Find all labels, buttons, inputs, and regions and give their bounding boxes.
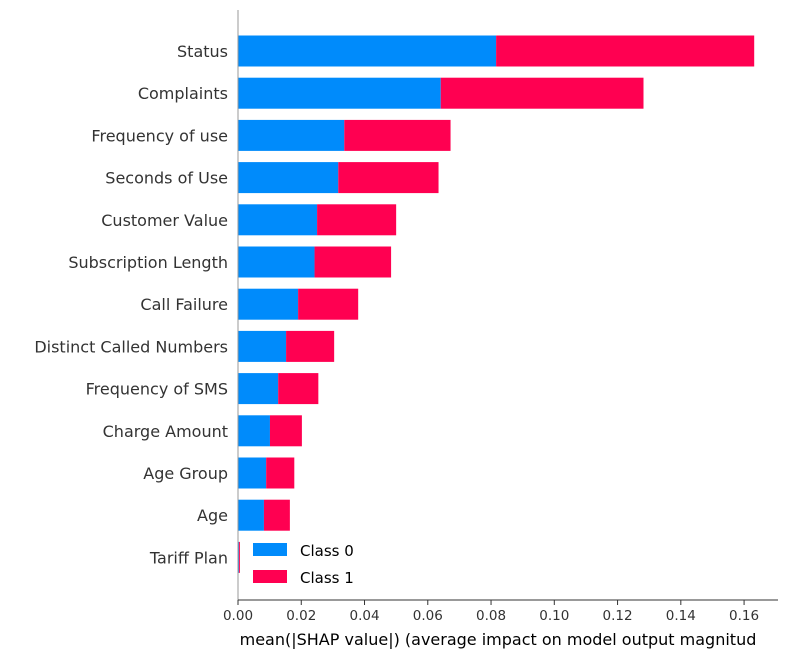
category-label: Age Group	[143, 464, 228, 483]
bar-class-1-0	[496, 35, 755, 67]
category-label: Customer Value	[101, 211, 228, 230]
category-label: Frequency of use	[91, 126, 228, 145]
x-tick-label: 0.06	[413, 608, 443, 624]
x-tick-label: 0.00	[223, 608, 253, 624]
bar-class-1-11	[263, 499, 290, 531]
bar-class-1-2	[344, 119, 451, 151]
x-tick-label: 0.08	[476, 608, 506, 624]
bar-class-0-1	[238, 77, 441, 109]
category-label: Complaints	[138, 84, 228, 103]
bar-class-1-6	[298, 288, 359, 320]
legend-swatch-class-0	[253, 543, 287, 556]
bar-class-1-1	[440, 77, 644, 109]
bar-class-1-3	[338, 162, 439, 194]
bar-class-0-6	[238, 288, 299, 320]
bar-class-1-10	[266, 457, 295, 489]
bar-class-0-9	[238, 415, 270, 447]
category-label: Subscription Length	[68, 253, 228, 272]
bar-class-0-2	[238, 119, 345, 151]
legend-swatch-class-1	[253, 570, 287, 583]
category-label: Seconds of Use	[105, 169, 228, 188]
category-label: Status	[177, 42, 228, 61]
x-tick-label: 0.16	[729, 608, 759, 624]
category-label: Call Failure	[140, 295, 228, 314]
category-label: Age	[197, 506, 228, 525]
bar-class-1-5	[314, 246, 392, 278]
bar-class-0-8	[238, 373, 279, 405]
bar-class-1-7	[286, 330, 335, 362]
bar-class-0-7	[238, 330, 287, 362]
x-tick-label: 0.04	[349, 608, 379, 624]
x-tick-label: 0.02	[286, 608, 316, 624]
x-tick-label: 0.12	[603, 608, 633, 624]
legend[interactable]: Class 0 Class 1	[253, 542, 354, 587]
bar-class-0-10	[238, 457, 267, 489]
bar-class-1-8	[278, 373, 319, 405]
category-label: Tariff Plan	[149, 548, 228, 567]
x-axis-ticks: 0.00 0.02 0.04 0.06 0.08 0.10 0.12 0.14 0.16	[223, 600, 759, 624]
bar-class-0-3	[238, 162, 339, 194]
category-labels: Status Complaints Frequency of use Seconds …	[34, 42, 228, 567]
category-label: Frequency of SMS	[86, 380, 228, 399]
bar-class-1-12	[238, 541, 240, 573]
bar-class-1-9	[269, 415, 302, 447]
bar-layer	[238, 35, 755, 573]
bar-class-0-4	[238, 204, 318, 236]
x-axis-title: mean(|SHAP value|) (average impact on mo…	[240, 630, 757, 649]
bar-class-1-4	[317, 204, 397, 236]
category-label: Charge Amount	[103, 422, 228, 441]
x-tick-label: 0.14	[666, 608, 696, 624]
bar-class-0-5	[238, 246, 315, 278]
legend-label-class-1: Class 1	[300, 569, 354, 587]
bar-class-0-0	[238, 35, 497, 67]
category-label: Distinct Called Numbers	[34, 337, 228, 356]
legend-label-class-0: Class 0	[300, 542, 354, 560]
bar-class-0-11	[238, 499, 264, 531]
x-tick-label: 0.10	[539, 608, 569, 624]
